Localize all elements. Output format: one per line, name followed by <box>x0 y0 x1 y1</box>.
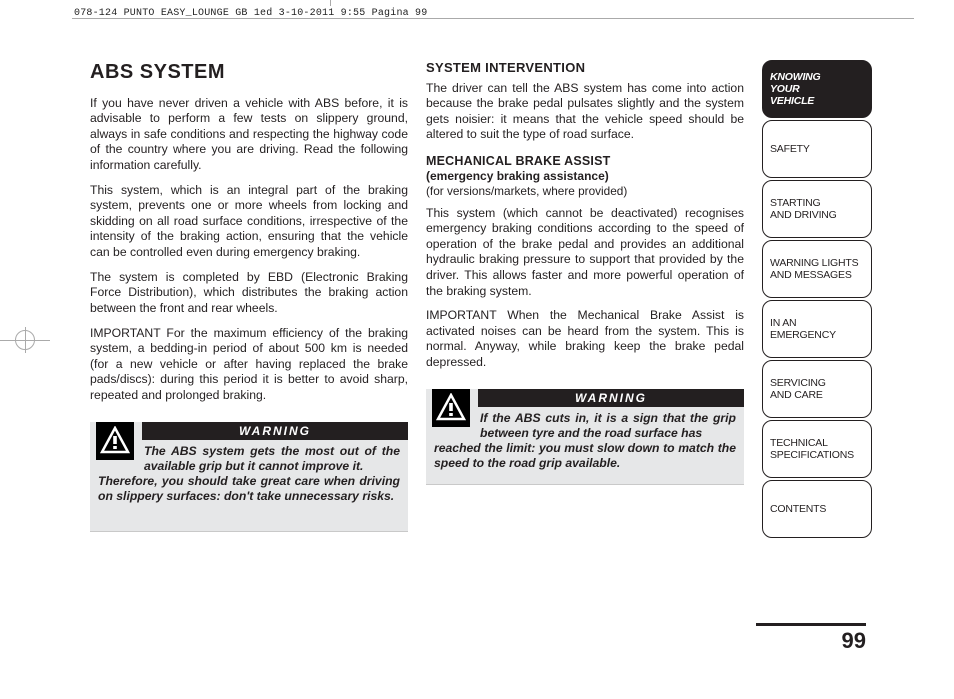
availability-note: (for versions/markets, where provided) <box>426 184 744 199</box>
body-paragraph: This system, which is an integral part o… <box>90 183 408 261</box>
subsection-title: SYSTEM INTERVENTION <box>426 60 744 77</box>
warning-box: WARNING The ABS system gets the most out… <box>90 422 408 532</box>
section-title: ABS SYSTEM <box>90 60 408 86</box>
page-number-rule <box>756 623 866 626</box>
nav-label: AND MESSAGES <box>770 269 864 281</box>
page-number-block: 99 <box>756 623 866 654</box>
warning-text: The ABS system gets the most out of the … <box>144 444 400 475</box>
body-paragraph: IMPORTANT For the maximum efficiency of … <box>90 326 408 404</box>
right-column: SYSTEM INTERVENTION The driver can tell … <box>426 60 744 560</box>
warning-triangle-icon <box>432 389 470 427</box>
nav-label: SERVICING <box>770 377 864 389</box>
subsection-title: MECHANICAL BRAKE ASSIST <box>426 153 744 169</box>
nav-tab-starting-driving[interactable]: STARTING AND DRIVING <box>762 180 872 238</box>
warning-text: Therefore, you should take great care wh… <box>98 474 400 503</box>
left-column: ABS SYSTEM If you have never driven a ve… <box>90 60 408 560</box>
page-content: ABS SYSTEM If you have never driven a ve… <box>90 60 880 640</box>
body-paragraph: If you have never driven a vehicle with … <box>90 96 408 174</box>
nav-label: WARNING LIGHTS <box>770 257 864 269</box>
body-paragraph: The driver can tell the ABS system has c… <box>426 81 744 143</box>
warning-header: WARNING <box>478 389 744 407</box>
nav-label: AND DRIVING <box>770 209 864 221</box>
nav-tab-contents[interactable]: CONTENTS <box>762 480 872 538</box>
nav-label: TECHNICAL <box>770 437 864 449</box>
body-paragraph: This system (which cannot be deactivated… <box>426 206 744 300</box>
nav-label: SAFETY <box>770 143 864 155</box>
side-navigation: KNOWING YOUR VEHICLE SAFETY STARTING AND… <box>762 60 872 560</box>
nav-tab-servicing[interactable]: SERVICING AND CARE <box>762 360 872 418</box>
warning-text: reached the limit: you must slow down to… <box>434 441 736 470</box>
nav-tab-warning-lights[interactable]: WARNING LIGHTS AND MESSAGES <box>762 240 872 298</box>
nav-tab-emergency[interactable]: IN AN EMERGENCY <box>762 300 872 358</box>
warning-text: If the ABS cuts in, it is a sign that th… <box>480 411 736 442</box>
nav-label: STARTING <box>770 197 864 209</box>
nav-label: IN AN <box>770 317 864 329</box>
crop-mark-top <box>330 0 331 6</box>
nav-label: CONTENTS <box>770 503 864 515</box>
nav-tab-safety[interactable]: SAFETY <box>762 120 872 178</box>
warning-triangle-icon <box>96 422 134 460</box>
nav-label: VEHICLE <box>770 95 864 107</box>
slug-underline <box>72 18 914 19</box>
warning-header: WARNING <box>142 422 408 440</box>
nav-tab-knowing-vehicle[interactable]: KNOWING YOUR VEHICLE <box>762 60 872 118</box>
nav-tab-technical-specs[interactable]: TECHNICAL SPECIFICATIONS <box>762 420 872 478</box>
nav-label: YOUR <box>770 83 864 95</box>
subsection-subtitle: (emergency braking assistance) <box>426 169 744 184</box>
nav-label: KNOWING <box>770 71 864 83</box>
body-paragraph: IMPORTANT When the Mechanical Brake Assi… <box>426 308 744 370</box>
page-number: 99 <box>842 628 866 654</box>
body-paragraph: The system is completed by EBD (Electron… <box>90 270 408 317</box>
nav-label: AND CARE <box>770 389 864 401</box>
warning-box: WARNING If the ABS cuts in, it is a sign… <box>426 389 744 485</box>
nav-label: EMERGENCY <box>770 329 864 341</box>
nav-label: SPECIFICATIONS <box>770 449 864 461</box>
